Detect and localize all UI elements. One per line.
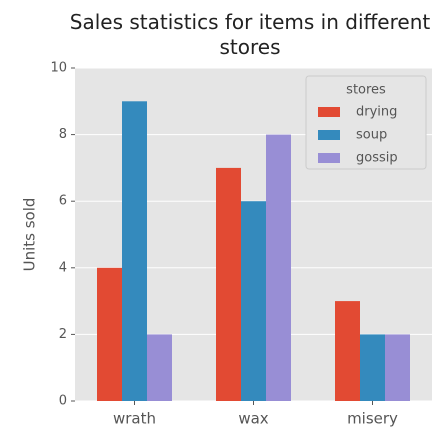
bar <box>241 201 266 401</box>
legend-label: gossip <box>356 151 398 166</box>
y-tick-label: 8 <box>59 127 67 142</box>
bar <box>360 334 385 401</box>
legend-label: drying <box>356 105 397 120</box>
legend-title: stores <box>346 83 386 98</box>
x-tick-label: wrath <box>113 410 156 428</box>
legend-box <box>305 75 427 170</box>
legend-label: soup <box>356 128 387 143</box>
bar <box>122 101 147 402</box>
bar <box>335 301 360 401</box>
x-tick-label: wax <box>238 410 268 428</box>
y-tick-label: 10 <box>50 61 67 76</box>
y-tick-label: 0 <box>59 394 67 409</box>
bar <box>385 334 410 401</box>
y-tick-label: 6 <box>59 194 67 209</box>
chart-title: Sales statistics for items in different … <box>69 10 431 59</box>
legend-swatch <box>318 153 340 163</box>
bar <box>147 334 172 401</box>
legend-swatch <box>318 107 340 117</box>
legend-swatch <box>318 130 340 140</box>
bar <box>216 167 241 401</box>
y-tick-label: 2 <box>59 327 67 342</box>
y-axis-label: Units sold <box>21 198 39 272</box>
bar <box>97 267 122 401</box>
bar <box>266 134 291 401</box>
y-tick-label: 4 <box>59 260 67 275</box>
x-tick-label: misery <box>347 410 398 428</box>
